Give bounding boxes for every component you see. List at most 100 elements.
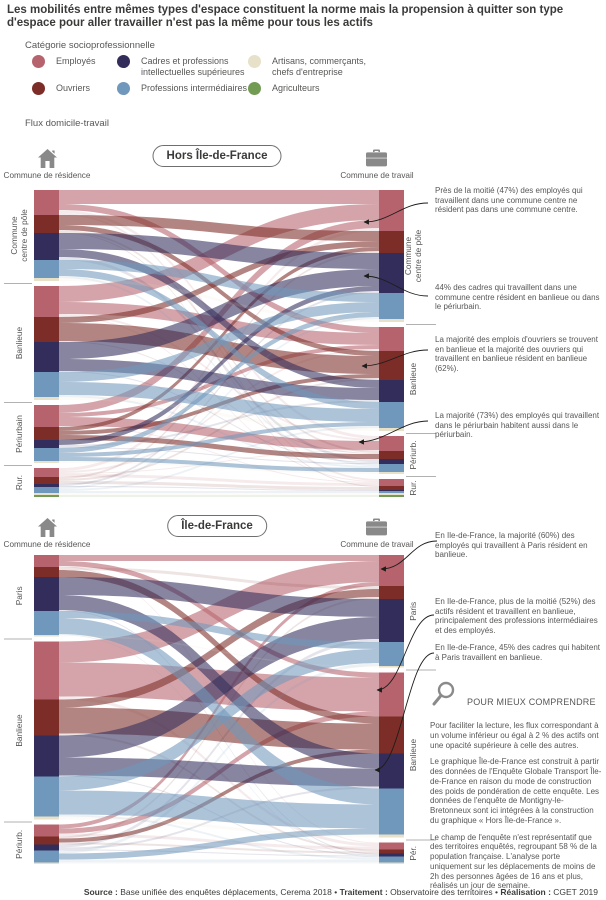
- sankey-node-segment: [379, 380, 404, 402]
- sankey-node-segment: [379, 856, 404, 863]
- sankey-flow: [59, 862, 379, 864]
- sankey-node-segment: [34, 215, 59, 233]
- sankey-node-segment: [34, 577, 59, 611]
- methodology-section: POUR MIEUX COMPRENDRE Pour faciliter la …: [430, 680, 602, 898]
- methodology-paragraph: Le graphique Île-de-France est construit…: [430, 757, 602, 825]
- agriculteurs-color-dot: [248, 82, 261, 95]
- sankey-flow: [59, 278, 379, 322]
- sankey-flow: [59, 426, 379, 491]
- sankey-flow: [59, 474, 379, 486]
- sankey-flow: [59, 486, 379, 491]
- sankey-node-segment: [34, 641, 59, 700]
- legend-title: Catégorie socioprofessionnelle: [25, 40, 155, 51]
- sankey-flow: [59, 733, 379, 852]
- employes-color-dot: [32, 55, 45, 68]
- annotation: La majorité (73%) des employés qui trava…: [435, 411, 600, 440]
- sankey-node-segment: [379, 319, 404, 322]
- sankey-node-segment: [379, 451, 404, 459]
- sankey-node-segment: [34, 635, 59, 637]
- sankey-flow: [59, 302, 379, 382]
- sankey-node-segment: [379, 402, 404, 428]
- sankey-node-segment: [379, 555, 404, 586]
- sankey-node-segment: [379, 853, 404, 857]
- legend-item-ouvriers: Ouvriers: [32, 82, 90, 95]
- sankey-flow: [59, 450, 379, 474]
- sankey-node-segment: [34, 824, 59, 837]
- sankey-flow: [59, 276, 379, 466]
- sankey-group-label: Communecentre de pôle: [9, 209, 29, 262]
- sankey-flow: [59, 495, 379, 497]
- sankey-flow: [59, 814, 379, 860]
- sankey-flow: [59, 842, 379, 854]
- annotation: En Ile-de-France, plus de la moitié (52%…: [435, 597, 598, 635]
- realisation-text: CGET 2019: [550, 887, 598, 897]
- sankey-node-segment: [34, 405, 59, 427]
- prof-int-color-dot: [117, 82, 130, 95]
- magnifier-icon: [430, 680, 458, 713]
- sankey-flow: [59, 567, 379, 589]
- sankey-node-segment: [34, 286, 59, 317]
- sankey-flow: [59, 493, 379, 495]
- legend-label: Agriculteurs: [272, 83, 320, 93]
- sankey-node-segment: [379, 788, 404, 835]
- sankey-flow: [59, 635, 379, 668]
- separator: •: [492, 887, 501, 897]
- sankey-flow: [59, 491, 379, 493]
- sankey-node-segment: [379, 327, 404, 351]
- sankey-flow: [59, 618, 379, 805]
- sankey-group-label: Banlieue: [14, 326, 24, 359]
- home-icon: [37, 518, 58, 543]
- briefcase-icon: [365, 149, 388, 172]
- sankey-group-label: Paris: [408, 602, 418, 621]
- artisans-color-dot: [248, 55, 261, 68]
- sankey-node-segment: [34, 776, 59, 817]
- sankey-node-segment: [379, 436, 404, 451]
- legend-label: Artisans, commerçants, chefs d'entrepris…: [272, 56, 367, 78]
- sankey-node-segment: [34, 555, 59, 567]
- flux-section-label: Flux domicile-travail: [25, 118, 109, 129]
- sankey-group-label: Rur.: [408, 480, 418, 495]
- sankey-flow: [59, 215, 379, 241]
- annotation-arrow: [361, 349, 429, 369]
- sankey-flow: [59, 790, 379, 829]
- sankey-node-segment: [34, 567, 59, 577]
- source-footer: Source : Base unifiée des enquêtes dépla…: [2, 887, 598, 897]
- legend-item-prof-int: Professions intermédiaires: [117, 82, 247, 95]
- sankey-node-segment: [34, 487, 59, 493]
- sankey-flow: [59, 395, 379, 468]
- sankey-node-segment: [379, 493, 404, 495]
- sankey-flow: [59, 663, 379, 854]
- sankey-flow: [59, 634, 379, 858]
- sankey-node-segment: [34, 190, 59, 215]
- sankey-node-segment: [34, 844, 59, 851]
- page-title: Les mobilités entre mêmes types d'espace…: [7, 4, 564, 30]
- sankey-flow: [59, 190, 379, 204]
- sankey-node-segment: [379, 253, 404, 293]
- traitement-label: Traitement :: [339, 887, 388, 897]
- sankey-flow: [59, 611, 379, 649]
- sankey-flow: [59, 828, 379, 860]
- sankey-node-segment: [379, 459, 404, 464]
- legend-label: Employés: [56, 56, 96, 66]
- legend-item-employes: Employés: [32, 55, 96, 68]
- legend-item-artisans: Artisans, commerçants, chefs d'entrepris…: [248, 55, 366, 79]
- sankey-node-segment: [379, 351, 404, 380]
- annotation: En Ile-de-France, la majorité (60%) des …: [435, 531, 588, 560]
- methodology-title: POUR MIEUX COMPRENDRE: [467, 696, 596, 707]
- sankey-node-segment: [34, 468, 59, 477]
- sankey-flow: [59, 371, 379, 463]
- annotation: Près de la moitié (47%) des employés qui…: [435, 186, 583, 215]
- sankey-flow: [59, 233, 379, 269]
- sankey-node-segment: [379, 849, 404, 854]
- annotation-arrow: [363, 273, 429, 297]
- sankey-flow: [59, 859, 379, 863]
- left-column-header: Commune de résidence: [3, 171, 91, 180]
- sankey-node-segment: [379, 599, 404, 642]
- sankey-flow: [59, 260, 379, 302]
- briefcase-icon: [365, 518, 388, 541]
- diagram-title-idf: Île-de-France: [167, 515, 267, 537]
- sankey-flow: [59, 447, 379, 464]
- sankey-node-segment: [34, 816, 59, 820]
